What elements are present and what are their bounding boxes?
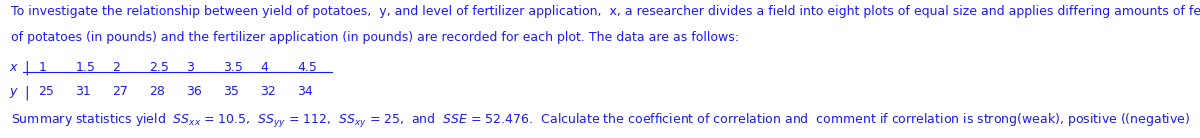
Text: 34: 34 [296,85,313,98]
Text: To investigate the relationship between yield of potatoes,  y, and level of fert: To investigate the relationship between … [11,5,1200,18]
Text: y: y [10,85,17,98]
Text: |: | [24,85,29,100]
Text: 36: 36 [186,85,202,98]
Text: of potatoes (in pounds) and the fertilizer application (in pounds) are recorded : of potatoes (in pounds) and the fertiliz… [11,31,739,44]
Text: 3.5: 3.5 [223,61,242,74]
Text: 27: 27 [113,85,128,98]
Text: 32: 32 [260,85,276,98]
Text: |: | [24,61,29,75]
Text: 2: 2 [113,61,120,74]
Text: 4: 4 [260,61,268,74]
Text: 28: 28 [149,85,166,98]
Text: 31: 31 [76,85,91,98]
Text: 4.5: 4.5 [296,61,317,74]
Text: 1.5: 1.5 [76,61,95,74]
Text: 3: 3 [186,61,194,74]
Text: 35: 35 [223,85,239,98]
Text: 2.5: 2.5 [149,61,169,74]
Text: x: x [10,61,17,74]
Text: Summary statistics yield  $SS_{xx}$ = 10.5,  $SS_{yy}$ = 112,  $SS_{xy}$ = 25,  : Summary statistics yield $SS_{xx}$ = 10.… [11,112,1190,130]
Text: 25: 25 [38,85,54,98]
Text: 1: 1 [38,61,47,74]
